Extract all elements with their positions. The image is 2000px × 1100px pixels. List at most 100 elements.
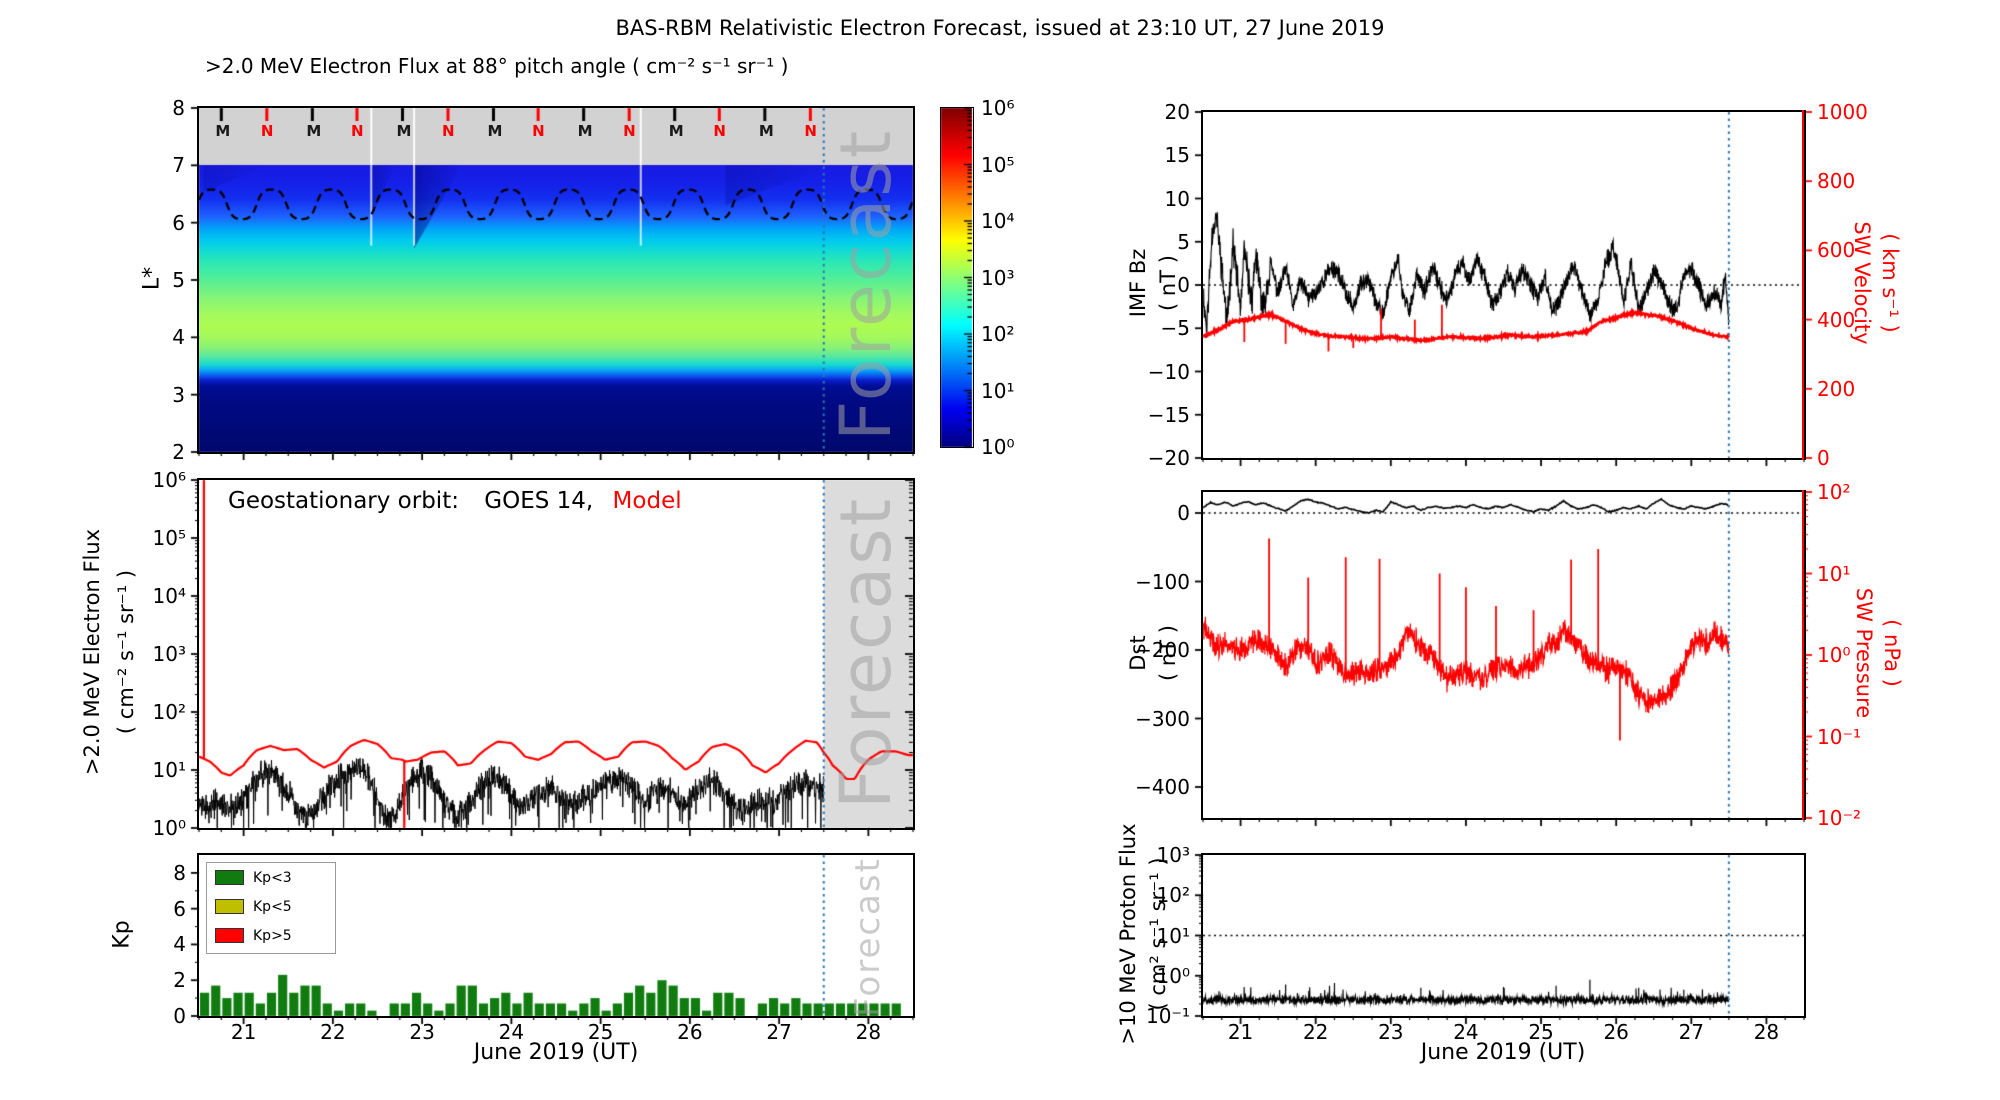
- sw-velocity-tick-label: 800: [1817, 169, 1856, 194]
- kp-xaxis-title: June 2019 (UT): [473, 1040, 639, 1065]
- imf-ytick-label: 20: [1164, 100, 1190, 124]
- goes-annotation: Geostationary orbit: GOES 14, Model: [228, 488, 682, 514]
- x-tick-label: 21: [1227, 1020, 1254, 1044]
- proton-ytick-label: 10²: [1156, 883, 1190, 908]
- dst-ytick-label: −300: [1135, 706, 1190, 731]
- annotation-model: Model: [612, 488, 682, 514]
- satellite-noon-label: N: [713, 122, 726, 140]
- goes-ytick-label: 10¹: [152, 758, 186, 782]
- kp-low-label: Kp<3: [253, 869, 292, 886]
- imf-ytick-label: 5: [1177, 229, 1190, 254]
- annotation-prefix: Geostationary orbit:: [228, 488, 459, 514]
- heatmap-title: >2.0 MeV Electron Flux at 88° pitch angl…: [205, 54, 789, 78]
- satellite-noon-label: N: [350, 122, 364, 140]
- sw-velocity-label-line2: ( km s⁻¹ ): [1878, 233, 1902, 333]
- heatmap-ytick-label: 6: [172, 210, 185, 235]
- x-tick-label: 24: [1453, 1020, 1479, 1044]
- colorbar-tick-label: 10¹: [981, 378, 1015, 403]
- x-tick-label: 22: [1302, 1020, 1329, 1044]
- legend-item-kp-mid: Kp<5: [207, 892, 335, 921]
- goes-ytick-label: 10²: [152, 700, 186, 724]
- goes-ytick-label: 10⁰: [152, 816, 186, 840]
- heatmap-ytick-label: 5: [172, 268, 185, 292]
- kp-high-label: Kp>5: [253, 927, 292, 944]
- colorbar-tick-label: 10⁴: [981, 209, 1015, 233]
- satellite-midnight-label: M: [577, 122, 593, 140]
- x-tick-label: 28: [1753, 1020, 1780, 1044]
- satellite-noon-label: N: [804, 122, 817, 140]
- sw-pressure-tick-label: 10⁰: [1817, 643, 1851, 667]
- proton-ytick-label: 10⁰: [1156, 963, 1190, 988]
- heatmap-ytick-label: 7: [172, 153, 185, 178]
- x-tick-label: 28: [855, 1020, 882, 1044]
- goes-ytick-label: 10⁶: [152, 468, 186, 492]
- satellite-midnight-label: M: [487, 122, 503, 140]
- kp-ytick-label: 6: [173, 896, 186, 921]
- proton-ytick-label: 10⁻¹: [1145, 1004, 1190, 1028]
- proton-ytick-label: 10³: [1156, 843, 1190, 867]
- dst-ytick-label: −400: [1135, 775, 1190, 799]
- kp-ytick-label: 8: [173, 860, 186, 885]
- sw-pressure-label-line2: ( nPa ): [1880, 619, 1904, 687]
- kp-mid-label: Kp<5: [253, 898, 292, 915]
- proton-ytick-label: 10¹: [1156, 923, 1190, 948]
- x-tick-label: 23: [1378, 1020, 1404, 1044]
- x-tick-label: 25: [587, 1020, 614, 1044]
- imf-ytick-label: 15: [1164, 143, 1190, 168]
- dst-ytick-label: −200: [1135, 638, 1190, 662]
- sw-velocity-tick-label: 0: [1817, 446, 1830, 470]
- x-tick-label: 24: [498, 1020, 525, 1044]
- heatmap-ytick-label: 2: [172, 440, 185, 464]
- satellite-midnight-label: M: [758, 122, 774, 140]
- x-tick-label: 27: [1678, 1020, 1705, 1044]
- colorbar-tick-label: 10⁰: [981, 435, 1015, 459]
- x-tick-label: 25: [1528, 1020, 1554, 1044]
- goes-ytick-label: 10⁵: [152, 526, 186, 550]
- dst-ytick-label: 0: [1177, 501, 1190, 525]
- colorbar-tick-label: 10⁵: [981, 152, 1015, 177]
- kp-ytick-label: 0: [173, 1004, 186, 1028]
- satellite-midnight-label: M: [306, 122, 322, 140]
- imf-ytick-label: 0: [1177, 273, 1190, 297]
- kp-mid-swatch: [215, 899, 244, 914]
- satellite-midnight-label: M: [668, 122, 684, 140]
- heatmap-ytick-label: 4: [172, 325, 185, 350]
- goes-ytick-label: 10³: [152, 642, 186, 666]
- annotation-satellite: GOES 14,: [484, 488, 594, 514]
- imf-ytick-label: −20: [1147, 446, 1190, 470]
- x-tick-label: 26: [677, 1020, 703, 1044]
- kp-legend: Kp<3 Kp<5 Kp>5: [206, 862, 336, 954]
- x-tick-label: 22: [320, 1020, 346, 1044]
- dst-ytick-label: −100: [1135, 569, 1190, 594]
- x-tick-label: 27: [766, 1020, 792, 1044]
- colorbar-tick-label: 10²: [981, 322, 1015, 346]
- page-title: BAS-RBM Relativistic Electron Forecast, …: [615, 16, 1385, 40]
- sw-pressure-tick-label: 10¹: [1817, 561, 1851, 586]
- heatmap-ytick-label: 8: [172, 96, 185, 120]
- sw-velocity-tick-label: 1000: [1817, 100, 1868, 124]
- colorbar-tick-label: 10³: [981, 265, 1015, 290]
- sw-pressure-tick-label: 10⁻²: [1817, 806, 1862, 830]
- sw-velocity-tick-label: 400: [1817, 307, 1856, 332]
- satellite-midnight-label: M: [396, 122, 412, 140]
- satellite-noon-label: N: [532, 122, 545, 140]
- imf-ytick-label: −10: [1147, 359, 1190, 384]
- imf-ytick-label: 10: [1164, 186, 1190, 211]
- x-tick-label: 21: [230, 1020, 257, 1044]
- goes-ytick-label: 10⁴: [152, 584, 186, 608]
- proton-xaxis-title: June 2019 (UT): [1420, 1040, 1586, 1065]
- satellite-noon-label: N: [260, 122, 274, 140]
- colorbar-tick-label: 10⁶: [981, 96, 1015, 120]
- satellite-midnight-label: M: [215, 122, 231, 140]
- sw-pressure-label-line1: SW Pressure: [1852, 587, 1876, 719]
- x-tick-label: 26: [1603, 1020, 1629, 1044]
- imf-ytick-label: −5: [1160, 316, 1190, 341]
- imf-ytick-label: −15: [1147, 402, 1190, 427]
- legend-item-kp-high: Kp>5: [207, 921, 335, 950]
- satellite-noon-label: N: [442, 122, 455, 140]
- heatmap-ytick-label: 3: [172, 382, 185, 407]
- satellite-noon-label: N: [623, 122, 636, 140]
- legend-item-kp-low: Kp<3: [207, 863, 335, 892]
- kp-low-swatch: [215, 870, 244, 885]
